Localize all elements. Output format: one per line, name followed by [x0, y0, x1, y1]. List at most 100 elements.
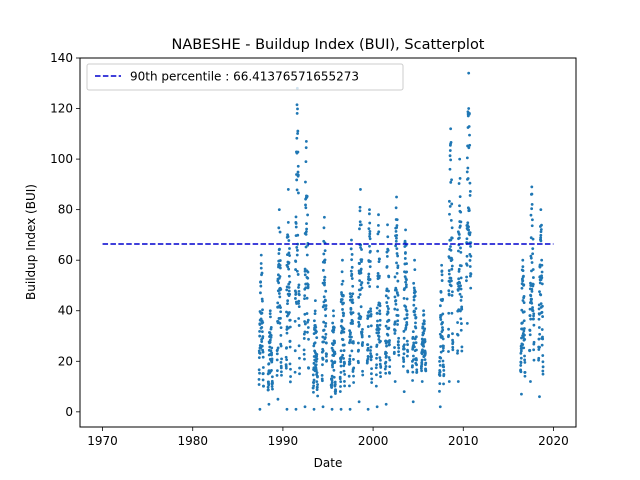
data-point	[449, 180, 453, 184]
data-point	[341, 294, 345, 298]
data-point	[359, 288, 362, 292]
data-point	[522, 301, 526, 305]
data-point	[330, 383, 334, 387]
data-point	[316, 383, 319, 386]
data-point	[271, 381, 274, 385]
data-point	[385, 287, 389, 291]
data-point	[332, 328, 336, 332]
data-point	[332, 375, 336, 379]
data-point	[442, 373, 446, 376]
data-point	[320, 379, 324, 383]
data-point	[541, 369, 545, 373]
data-point	[447, 269, 451, 272]
data-point	[349, 331, 352, 335]
data-point	[442, 365, 446, 369]
data-point	[297, 283, 301, 287]
data-point	[413, 294, 417, 298]
data-point	[360, 344, 364, 347]
data-point	[324, 341, 328, 345]
data-point	[366, 346, 370, 350]
data-point	[449, 127, 453, 131]
data-point	[540, 328, 544, 331]
data-point	[315, 388, 319, 391]
data-point	[528, 333, 532, 337]
data-point	[350, 277, 354, 280]
data-point	[449, 276, 453, 280]
data-point	[384, 360, 388, 364]
data-point	[385, 254, 389, 258]
data-point	[343, 372, 347, 376]
data-point	[379, 375, 382, 378]
chart-title: NABESHE - Buildup Index (BUI), Scatterpl…	[172, 37, 485, 53]
data-point	[294, 222, 298, 225]
data-point	[519, 364, 523, 367]
data-point	[322, 304, 326, 307]
legend-label: 90th percentile : 66.41376571655273	[130, 70, 359, 84]
data-point	[286, 265, 290, 269]
data-point	[530, 185, 534, 189]
data-point	[311, 386, 315, 390]
data-point	[530, 192, 534, 196]
data-point	[260, 340, 264, 344]
data-point	[522, 319, 526, 323]
data-point	[295, 103, 299, 107]
data-point	[531, 237, 535, 241]
data-point	[338, 390, 342, 393]
data-point	[413, 345, 416, 349]
data-point	[312, 390, 315, 394]
data-point	[277, 281, 281, 285]
data-point	[339, 371, 343, 374]
data-point	[521, 265, 525, 269]
data-point	[402, 347, 406, 351]
data-point	[375, 353, 379, 356]
data-point	[279, 344, 283, 348]
data-point	[387, 326, 391, 330]
data-point	[289, 380, 292, 384]
data-point	[423, 340, 427, 343]
data-point	[296, 150, 300, 154]
x-axis: 1970 1980 1990 2000 2010 2020	[87, 427, 569, 448]
data-point	[451, 340, 455, 344]
data-point	[303, 357, 306, 361]
data-point	[306, 283, 310, 287]
data-point	[412, 281, 416, 285]
data-point	[375, 306, 379, 310]
data-point	[270, 346, 274, 350]
data-point	[538, 345, 541, 349]
data-point	[261, 350, 265, 354]
data-point	[295, 188, 299, 192]
data-point	[440, 279, 444, 282]
data-point	[333, 380, 337, 384]
data-point	[413, 310, 417, 313]
data-point	[357, 312, 361, 316]
data-point	[469, 245, 472, 248]
data-point	[296, 273, 300, 276]
data-point	[350, 294, 354, 298]
data-point	[530, 287, 534, 291]
data-point	[415, 348, 418, 352]
data-point	[288, 362, 292, 366]
data-point	[302, 348, 306, 352]
data-point	[289, 367, 292, 371]
data-point	[295, 246, 299, 249]
data-point	[449, 141, 453, 144]
data-point	[468, 231, 472, 235]
data-point	[366, 407, 370, 411]
data-point	[259, 291, 262, 295]
data-point	[258, 323, 262, 326]
data-point	[358, 209, 362, 213]
data-point	[312, 344, 316, 348]
data-point	[456, 333, 460, 337]
data-point	[459, 276, 463, 280]
data-point	[259, 284, 263, 288]
data-point	[375, 363, 378, 367]
data-point	[366, 325, 370, 328]
data-point	[297, 286, 300, 289]
data-point	[351, 292, 355, 296]
data-point	[422, 309, 425, 313]
data-point	[540, 270, 544, 274]
data-point	[393, 332, 397, 335]
data-point	[422, 344, 426, 348]
data-point	[304, 206, 308, 210]
y-tick-label: 40	[58, 304, 73, 318]
